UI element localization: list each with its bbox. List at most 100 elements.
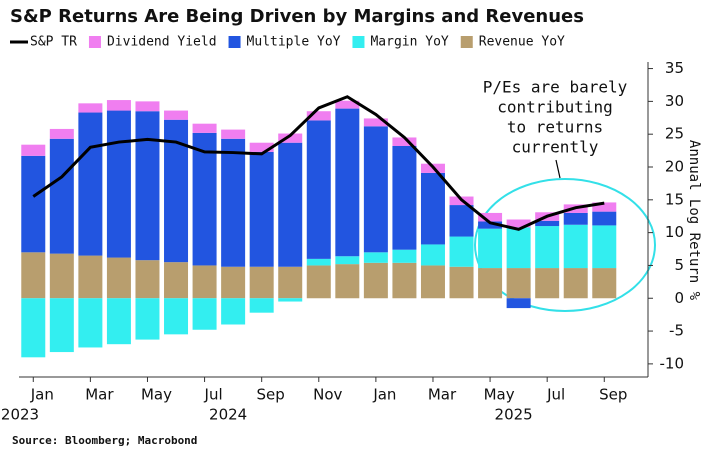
legend-swatch (88, 36, 101, 48)
bar-segment (21, 155, 46, 253)
bar-segment (306, 111, 331, 121)
bar-segment (592, 202, 617, 212)
bar-segment (392, 262, 417, 299)
y-tick-label: -10 (660, 354, 685, 372)
bar-segment (392, 146, 417, 250)
bar-segment (363, 118, 388, 127)
x-tick-label: Jul (546, 386, 565, 404)
bar-segment (106, 257, 131, 299)
legend-label: S&P TR (30, 35, 77, 50)
bar-segment (420, 265, 445, 299)
bar-segment (164, 298, 189, 335)
bar-segment (592, 211, 617, 226)
x-tick-label: Jan (30, 386, 54, 404)
y-tick-label: 20 (665, 158, 684, 176)
bar-segment (221, 129, 246, 139)
bar-segment (192, 132, 217, 266)
y-tick-label: 30 (665, 92, 684, 110)
pointer (555, 159, 561, 179)
y-tick-label: 25 (665, 125, 684, 143)
x-year-label: 2024 (209, 406, 247, 424)
bar-segment (306, 258, 331, 266)
bar-segment (335, 100, 360, 109)
bar-segment (535, 226, 560, 269)
bar-segment (221, 266, 246, 299)
bar-segment (21, 298, 46, 358)
y-tick-label: 35 (665, 59, 684, 77)
legend-label: Multiple YoY (247, 35, 341, 50)
bar-segment (135, 260, 160, 299)
bar-segment (592, 268, 617, 299)
bar-segment (535, 220, 560, 227)
y-tick-label: -5 (669, 322, 684, 340)
source: Source: Bloomberg; Macrobond (12, 434, 197, 447)
bar-segment (278, 133, 303, 143)
line (32, 95, 605, 231)
bar-segment (249, 151, 274, 267)
bar-segment (221, 138, 246, 267)
y-axis-label: Annual Log Return % (686, 140, 702, 301)
bar-segment (420, 244, 445, 266)
bar-segment (49, 138, 74, 254)
bar-segment (335, 108, 360, 257)
y-tick-label: 10 (665, 223, 684, 241)
y-tick-label: 5 (674, 256, 684, 274)
bar-segment (449, 205, 474, 237)
bar-segment (449, 236, 474, 267)
bar-segment (135, 101, 160, 112)
x-tick-label: Mar (85, 386, 114, 404)
legend-label: Margin YoY (370, 35, 448, 50)
bar-segment (306, 120, 331, 259)
bar-segment (535, 268, 560, 299)
annotation: P/Es are barely (483, 78, 628, 97)
bar-segment (249, 142, 274, 152)
bar-segment (478, 212, 503, 222)
bar-segment (335, 256, 360, 265)
bar-segment (278, 298, 303, 302)
legend-label: Dividend Yield (107, 35, 217, 50)
legend-label: Revenue YoY (479, 35, 565, 50)
bar-segment (164, 262, 189, 299)
bar-segment (363, 252, 388, 263)
bar-segment (21, 144, 46, 156)
bar-segment (478, 268, 503, 299)
x-tick-label: Sep (257, 386, 285, 404)
bar-segment (506, 268, 531, 299)
bar-segment (49, 128, 74, 139)
bar-segment (192, 123, 217, 133)
chart-title: S&P Returns Are Being Driven by Margins … (10, 6, 584, 27)
x-tick-label: Jul (204, 386, 223, 404)
bar-segment (49, 298, 74, 353)
x-year-label: 2025 (495, 406, 533, 424)
x-tick-label: Jan (372, 386, 396, 404)
bar-segment (49, 253, 74, 299)
x-tick-label: May (141, 386, 172, 404)
annotation: currently (512, 138, 599, 157)
x-tick-label: Sep (599, 386, 627, 404)
bar-segment (563, 268, 588, 299)
bar-segment (506, 219, 531, 228)
bar-segment (506, 298, 531, 309)
bar-segment (78, 103, 103, 113)
bar-segment (78, 255, 103, 299)
bar-segment (135, 298, 160, 340)
bar-segment (164, 110, 189, 120)
bar-segment (363, 126, 388, 253)
bar-segment (592, 225, 617, 269)
bar-segment (221, 298, 246, 325)
bar-segment (335, 264, 360, 299)
legend-swatch (460, 36, 473, 48)
annotation: to returns (507, 118, 603, 137)
bar-segment (106, 110, 131, 258)
x-tick-label: May (484, 386, 515, 404)
x-tick-label: Nov (313, 386, 342, 404)
annotation: contributing (497, 98, 613, 117)
bar-segment (506, 227, 531, 269)
bar-segment (78, 298, 103, 348)
x-year-label: 2023 (1, 406, 39, 424)
bar-segment (563, 224, 588, 269)
bar-segment (306, 265, 331, 299)
bar-segment (135, 111, 160, 261)
bar-segment (449, 266, 474, 299)
